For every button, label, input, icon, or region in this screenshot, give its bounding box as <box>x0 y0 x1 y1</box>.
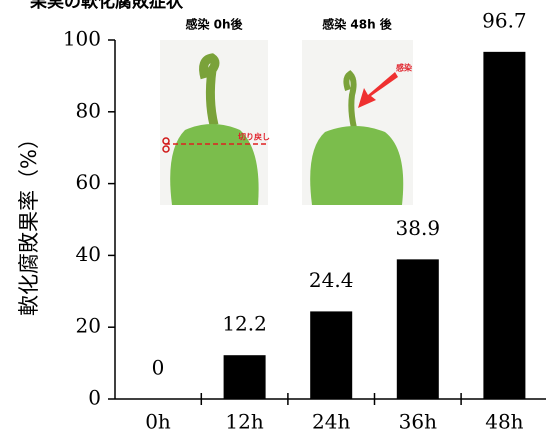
y-tick-label: 0 <box>88 386 101 410</box>
chart-title: 果実の軟化腐敗症状 <box>30 0 184 12</box>
bar <box>396 259 439 399</box>
y-tick-label: 40 <box>76 242 101 266</box>
x-tick-label: 0h <box>145 410 171 434</box>
photo-48h <box>302 40 413 205</box>
bar <box>310 311 353 399</box>
x-tick-label: 48h <box>485 410 523 434</box>
bar <box>483 51 526 400</box>
value-label: 24.4 <box>309 268 354 292</box>
y-tick-label: 60 <box>76 170 101 194</box>
bar <box>223 355 266 399</box>
y-tick-label: 100 <box>63 27 101 51</box>
x-tick-label: 36h <box>399 410 437 434</box>
value-label: 12.2 <box>222 312 267 336</box>
photo-note: 感染 <box>396 63 413 73</box>
photo-caption: 感染 0h後 <box>185 17 243 32</box>
photo-0h <box>160 40 268 205</box>
value-label: 0 <box>152 356 165 380</box>
photo-caption: 感染 48h 後 <box>322 17 393 32</box>
x-tick-label: 24h <box>312 410 350 434</box>
y-tick-label: 20 <box>76 314 101 338</box>
y-axis-label: 軟化腐敗果率（%） <box>17 128 41 316</box>
x-tick-label: 12h <box>225 410 263 434</box>
value-label: 96.7 <box>482 8 527 32</box>
value-label: 38.9 <box>396 216 441 240</box>
photo-note: 切り戻し <box>238 132 270 142</box>
y-tick-label: 80 <box>76 98 101 122</box>
